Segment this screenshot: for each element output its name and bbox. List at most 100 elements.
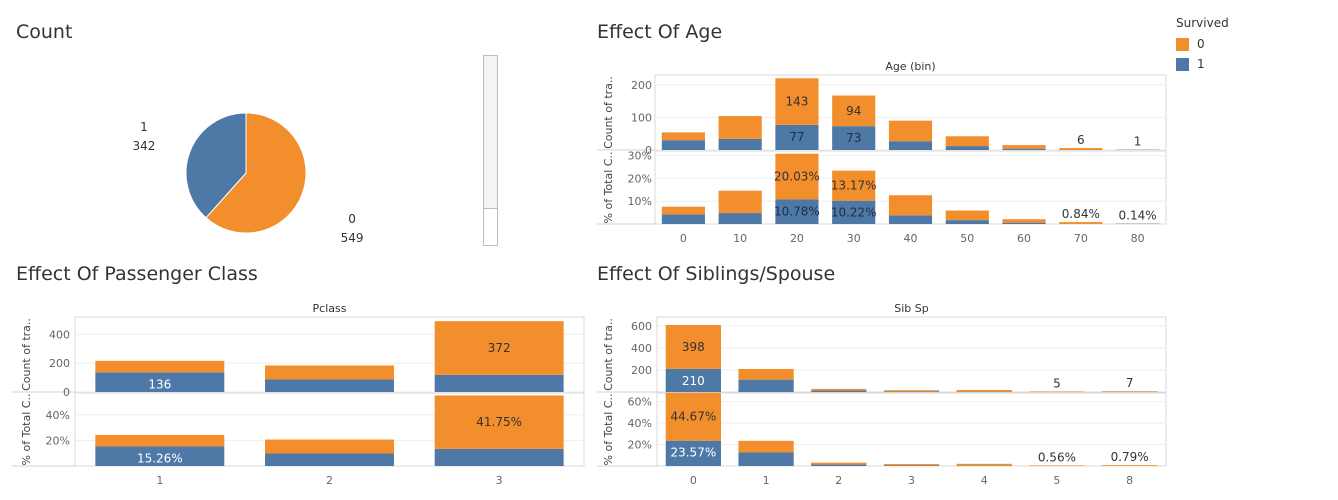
age-data-label: 1 [1134,135,1142,149]
sibsp-bar-survived-1 [665,440,721,466]
sibsp-data-label: 5 [1053,376,1061,390]
age-category-label: 30 [847,232,861,245]
sibsp-category-label: 2 [835,474,842,487]
scrollbar-thumb[interactable] [484,208,497,245]
age-data-label: 13.17% [831,179,877,193]
pclass-category-label: 3 [496,474,503,487]
age-ytick-label: 0 [645,144,652,157]
age-bar-survived-1 [718,213,762,224]
sibsp-bar-survived-0 [811,388,867,391]
sibsp-data-label: 23.57% [670,446,716,460]
pclass-bar-survived-1 [95,446,225,466]
age-category-label: 40 [904,232,918,245]
age-bar-survived-1 [775,124,819,150]
age-bar-survived-0 [888,195,933,216]
sibsp-bar-survived-0 [1029,391,1085,392]
pclass-bar-survived-0 [265,365,394,380]
sibsp-bar-survived-1 [738,452,794,466]
age-data-label: 6 [1077,133,1085,147]
age-bar-survived-0 [1059,222,1103,224]
sibsp-ytick-label: 60% [628,396,652,409]
sibsp-data-label: 0.79% [1111,450,1149,464]
pie-label-value-0: 549 [341,231,364,245]
pclass-bar-survived-1 [95,372,225,392]
sibsp-bar-survived-0 [811,462,867,465]
sibsp-ytick-label: 400 [631,342,652,355]
sibsp-category-label: 4 [981,474,988,487]
age-bar-survived-1 [1002,148,1046,150]
sibsp-bar-survived-0 [883,464,940,466]
age-header: Age (bin) [885,60,935,73]
age-bar-survived-0 [718,190,762,214]
sibsp-ytick-label: 200 [631,364,652,377]
pclass-ytick-label: 20% [46,434,70,447]
pclass-data-label: 372 [488,341,511,355]
pie-slice-0 [205,112,307,234]
sibsp-category-label: 8 [1126,474,1133,487]
age-bar-survived-1 [1002,222,1046,224]
legend[interactable]: Survived 0 1 [1176,16,1229,74]
sibsp-bar-survived-0 [956,390,1012,392]
pclass-header: Pclass [313,302,347,315]
age-category-label: 60 [1017,232,1031,245]
pclass-category-label: 1 [156,474,163,487]
age-category-label: 10 [733,232,747,245]
sibsp-data-label: 7 [1126,376,1134,390]
sibsp-pane-0 [656,316,1167,393]
sibsp-category-label: 0 [690,474,697,487]
pclass-ytick-label: 40% [46,409,70,422]
sibsp-bar-survived-0 [883,390,940,392]
age-data-label: 20.03% [774,170,820,184]
legend-item-1[interactable]: 1 [1176,54,1229,74]
age-category-label: 80 [1131,232,1145,245]
sibsp-header: Sib Sp [894,302,929,315]
age-category-label: 70 [1074,232,1088,245]
sibsp-bar-survived-0 [1102,391,1158,392]
scrollbar[interactable] [483,55,498,246]
pclass-ylabel-0: Count of tra.. [20,318,33,391]
age-data-label: 77 [789,130,804,144]
pclass-data-label: 136 [148,377,171,391]
age-data-label: 10.22% [831,206,877,220]
age-category-label: 20 [790,232,804,245]
pclass-bar-survived-0 [434,395,564,449]
age-ylabel-1: % of Total C.. [602,152,615,224]
sibsp-bar-survived-0 [738,368,794,380]
legend-title: Survived [1176,16,1229,30]
age-bar-survived-1 [945,146,989,150]
pclass-data-label: 15.26% [137,451,183,465]
age-data-label: 10.78% [774,204,820,218]
pclass-data-label: 41.75% [476,415,522,429]
pclass-bar-survived-1 [434,374,564,392]
age-bar-survived-0 [661,206,705,215]
age-bar-survived-1 [888,141,933,150]
age-bar-survived-1 [661,140,705,150]
age-bar-survived-0 [945,210,989,221]
legend-item-0[interactable]: 0 [1176,34,1229,54]
sibsp-bar-survived-0 [665,392,721,441]
pclass-ytick-label: 200 [49,357,70,370]
age-category-label: 50 [960,232,974,245]
sibsp-data-label: 210 [682,374,705,388]
age-bar-survived-1 [945,220,989,224]
age-ytick-label: 20% [628,172,652,185]
age-bar-survived-0 [1059,148,1103,150]
age-bar-survived-0 [661,132,705,141]
age-bar-survived-1 [832,126,876,150]
sibsp-ylabel-0: Count of tra.. [602,318,615,391]
age-bar-survived-0 [1002,145,1046,149]
age-data-label: 143 [785,95,808,109]
sibsp-data-label: 0.56% [1038,450,1076,464]
age-ytick-label: 10% [628,195,652,208]
pie-slice-1 [185,112,247,219]
pclass-bar-survived-1 [434,448,564,466]
pclass-bar-survived-1 [265,453,394,466]
pclass-bar-survived-0 [434,321,564,375]
age-data-label: 0.14% [1119,209,1157,223]
age-bar-survived-1 [888,215,933,224]
pie-label-value-1: 342 [132,139,155,153]
sibsp-bar-survived-0 [1102,465,1158,466]
age-bar-survived-0 [945,136,989,147]
legend-label-0: 0 [1197,37,1205,51]
